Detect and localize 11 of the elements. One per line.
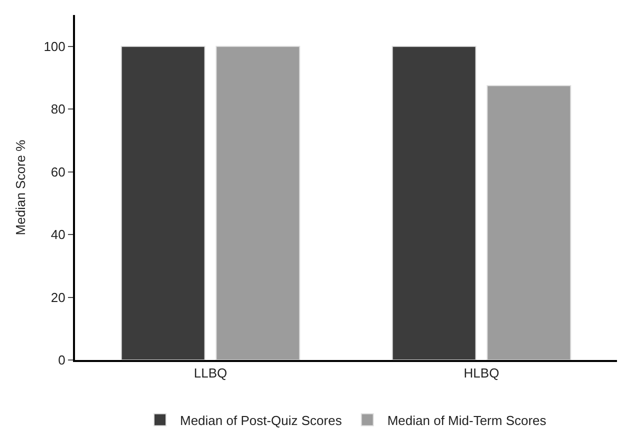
y-tick-label: 0 (58, 352, 66, 368)
y-tick-label: 40 (50, 227, 66, 242)
y-tick-label: 60 (50, 164, 66, 180)
y-tick-label: 80 (50, 102, 66, 117)
y-axis-title: Median Score % (13, 139, 28, 236)
y-tick-label: 100 (44, 38, 66, 54)
x-tick-label: HLBQ (464, 366, 500, 381)
y-tick-label: 20 (50, 290, 66, 305)
x-tick-label: LLBQ (194, 366, 228, 381)
legend-label: Median of Post-Quiz Scores (180, 412, 342, 428)
legend-label: Median of Mid-Term Scores (387, 412, 547, 428)
